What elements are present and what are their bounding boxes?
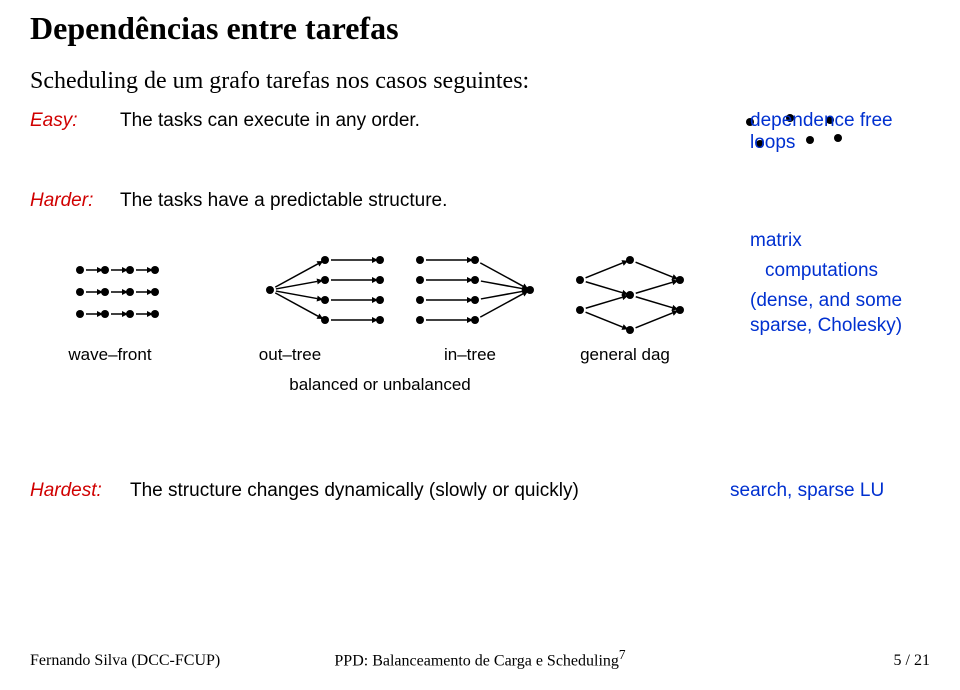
harder-text: The tasks have a predictable structure. [120,190,447,212]
intree-diagram [410,250,540,330]
outtree-label: out–tree [230,345,350,365]
hardest-text: The structure changes dynamically (slowl… [130,480,579,502]
hardest-label: Hardest: [30,480,102,502]
easy-label: Easy: [30,110,78,132]
slide-title: Dependências entre tarefas [30,10,399,47]
footer-right: 5 / 21 [894,652,930,670]
balanced-label: balanced or unbalanced [250,375,510,395]
easy-caption-1: dependence free loops [750,110,930,154]
figure-area: Easy: The tasks can execute in any order… [30,110,930,580]
wavefront-label: wave–front [50,345,170,365]
harder-caption-3: (dense, and some [750,290,902,312]
intree-label: in–tree [410,345,530,365]
wavefront-diagram [70,260,170,330]
harder-caption-4: sparse, Cholesky) [750,315,902,337]
gendag-diagram [570,250,690,340]
harder-caption-1: matrix [750,230,802,252]
slide-subtitle: Scheduling de um grafo tarefas nos casos… [30,68,529,95]
hardest-caption: search, sparse LU [730,480,884,502]
outtree-diagram [210,250,390,330]
harder-caption-2: computations [765,260,878,282]
gendag-label: general dag [550,345,700,365]
footer-center: PPD: Balanceamento de Carga e Scheduling… [0,647,960,670]
harder-label: Harder: [30,190,93,212]
